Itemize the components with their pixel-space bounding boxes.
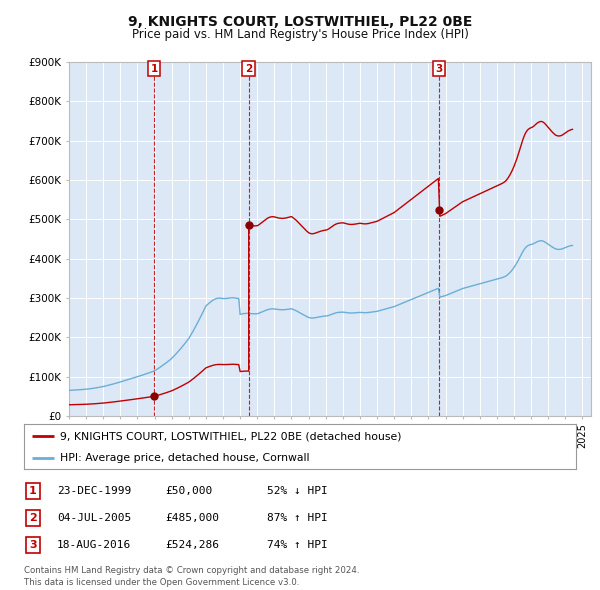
Text: £485,000: £485,000 bbox=[165, 513, 219, 523]
Text: 23-DEC-1999: 23-DEC-1999 bbox=[57, 486, 131, 496]
Text: 18-AUG-2016: 18-AUG-2016 bbox=[57, 540, 131, 550]
Text: 3: 3 bbox=[29, 540, 37, 550]
Text: Contains HM Land Registry data © Crown copyright and database right 2024.
This d: Contains HM Land Registry data © Crown c… bbox=[24, 566, 359, 587]
Text: 2: 2 bbox=[245, 64, 253, 74]
Text: 3: 3 bbox=[436, 64, 443, 74]
Text: 2: 2 bbox=[29, 513, 37, 523]
Text: £50,000: £50,000 bbox=[165, 486, 212, 496]
Text: 9, KNIGHTS COURT, LOSTWITHIEL, PL22 0BE (detached house): 9, KNIGHTS COURT, LOSTWITHIEL, PL22 0BE … bbox=[60, 431, 401, 441]
Text: 1: 1 bbox=[29, 486, 37, 496]
Text: Price paid vs. HM Land Registry's House Price Index (HPI): Price paid vs. HM Land Registry's House … bbox=[131, 28, 469, 41]
Text: £524,286: £524,286 bbox=[165, 540, 219, 550]
Text: 9, KNIGHTS COURT, LOSTWITHIEL, PL22 0BE: 9, KNIGHTS COURT, LOSTWITHIEL, PL22 0BE bbox=[128, 15, 472, 29]
Text: 87% ↑ HPI: 87% ↑ HPI bbox=[267, 513, 328, 523]
Text: HPI: Average price, detached house, Cornwall: HPI: Average price, detached house, Corn… bbox=[60, 453, 310, 463]
Text: 52% ↓ HPI: 52% ↓ HPI bbox=[267, 486, 328, 496]
Text: 1: 1 bbox=[151, 64, 158, 74]
Text: 74% ↑ HPI: 74% ↑ HPI bbox=[267, 540, 328, 550]
Text: 04-JUL-2005: 04-JUL-2005 bbox=[57, 513, 131, 523]
